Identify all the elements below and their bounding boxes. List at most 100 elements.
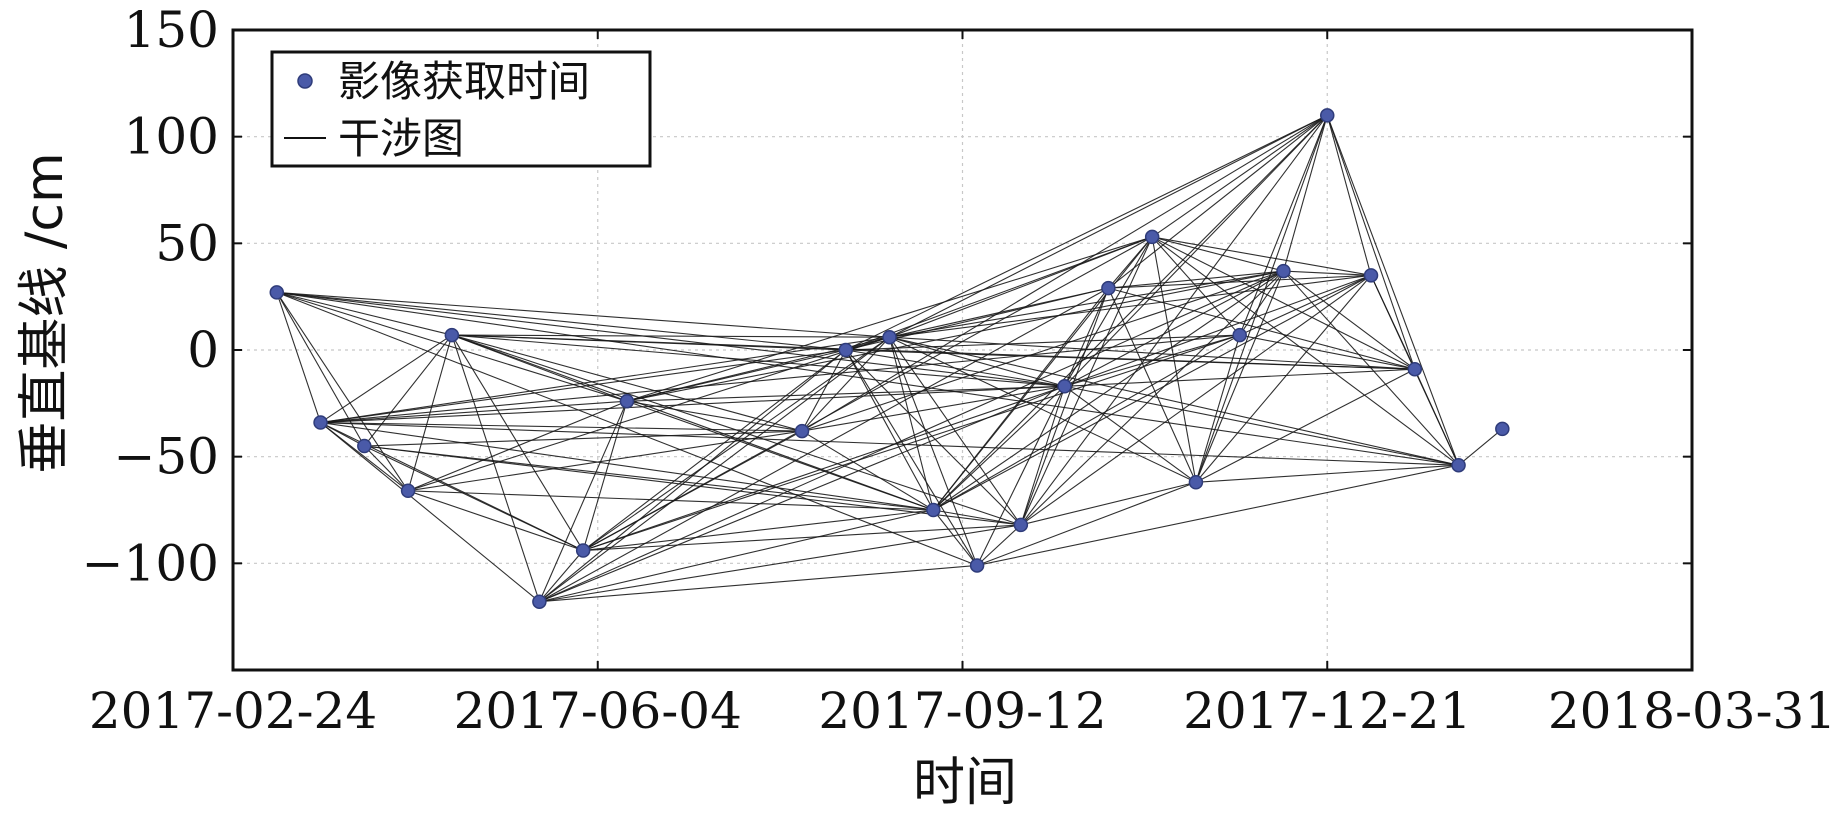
interferogram-line bbox=[1239, 334, 1415, 370]
interferogram-line bbox=[1326, 115, 1460, 466]
y-tick-label: −50 bbox=[113, 428, 219, 486]
interferogram-line bbox=[451, 334, 890, 338]
interferogram-line bbox=[1151, 236, 1241, 336]
x-tick-label: 2017-09-12 bbox=[818, 682, 1106, 740]
interferogram-line bbox=[276, 291, 628, 402]
interferogram-line bbox=[1326, 115, 1416, 370]
acquisition-point bbox=[1495, 421, 1510, 437]
interferogram-line bbox=[1064, 114, 1328, 387]
interferogram-line bbox=[976, 524, 1022, 566]
interferogram-line bbox=[1064, 270, 1284, 387]
interferogram-line bbox=[539, 270, 1284, 603]
interferogram-line bbox=[320, 421, 1459, 466]
y-tick-label: 100 bbox=[124, 108, 219, 166]
acquisition-point bbox=[794, 423, 810, 439]
interferogram-line bbox=[976, 464, 1459, 567]
interferogram-line bbox=[1195, 115, 1328, 483]
acquisition-point bbox=[838, 342, 854, 358]
interferogram-line bbox=[539, 385, 1065, 603]
interferogram-line bbox=[1151, 114, 1328, 238]
interferogram-line bbox=[407, 490, 584, 552]
interferogram-line bbox=[539, 564, 978, 603]
interferogram-line bbox=[626, 400, 803, 432]
interferogram-line bbox=[451, 334, 934, 511]
interferogram-line bbox=[889, 336, 1459, 466]
interferogram-line bbox=[1064, 385, 1459, 466]
acquisition-point bbox=[400, 483, 416, 499]
interferogram-line bbox=[889, 336, 1022, 526]
interferogram-line bbox=[1108, 114, 1328, 289]
interferogram-line bbox=[1020, 386, 1066, 526]
x-tick-label: 2017-06-04 bbox=[454, 682, 742, 740]
interferogram-line bbox=[1151, 236, 1197, 483]
interferogram-line bbox=[276, 291, 1065, 387]
interferogram-line bbox=[582, 385, 1065, 552]
interferogram-line bbox=[845, 114, 1328, 351]
interferogram-line bbox=[1020, 287, 1109, 526]
acquisition-point bbox=[1451, 457, 1466, 473]
acquisition-point bbox=[1276, 263, 1291, 279]
acquisition-points bbox=[269, 108, 1510, 609]
interferogram-line bbox=[626, 385, 1065, 402]
interferogram-line bbox=[976, 481, 1197, 566]
interferogram-line bbox=[1151, 236, 1459, 466]
y-tick-label: −100 bbox=[82, 534, 219, 592]
legend: 影像获取时间 干涉图 bbox=[270, 50, 652, 168]
interferogram-line bbox=[320, 334, 453, 423]
acquisition-point bbox=[969, 558, 985, 573]
interferogram-line bbox=[801, 349, 847, 432]
interferogram-line bbox=[407, 430, 803, 492]
interferogram-line bbox=[1107, 236, 1153, 289]
x-axis-title: 时间 bbox=[913, 753, 1017, 813]
x-tick-label: 2017-02-24 bbox=[89, 682, 377, 740]
interferogram-line bbox=[1064, 287, 1109, 387]
y-tick-label: 0 bbox=[187, 321, 219, 379]
y-axis-title: 垂直基线 /cm bbox=[15, 152, 75, 473]
interferogram-line bbox=[1152, 236, 1284, 272]
interferogram-line bbox=[1020, 236, 1153, 526]
acquisition-point bbox=[619, 393, 635, 409]
interferogram-line bbox=[932, 509, 978, 566]
interferogram-line bbox=[1020, 274, 1372, 526]
interferogram-line bbox=[538, 550, 584, 603]
interferogram-line bbox=[889, 337, 934, 511]
interferogram-line bbox=[539, 287, 1109, 603]
interferogram-line bbox=[801, 385, 1065, 432]
interferogram-line bbox=[276, 291, 1459, 466]
acquisition-point bbox=[532, 594, 547, 609]
legend-box bbox=[270, 50, 652, 168]
interferogram-line bbox=[538, 400, 628, 602]
interferogram-line bbox=[1152, 236, 1372, 276]
interferogram-line bbox=[801, 336, 890, 432]
interferogram-line bbox=[933, 270, 1284, 511]
interferogram-line bbox=[1195, 274, 1372, 483]
interferogram-line bbox=[1195, 464, 1459, 483]
interferogram-line bbox=[1283, 270, 1459, 466]
interferogram-line bbox=[583, 509, 934, 552]
interferogram-line bbox=[539, 509, 934, 603]
acquisition-point bbox=[575, 543, 591, 558]
interferogram-line bbox=[932, 385, 1066, 511]
interferogram-line bbox=[451, 334, 803, 432]
y-tick-label: 150 bbox=[124, 1, 219, 59]
interferogram-line bbox=[320, 336, 890, 424]
interferogram-line bbox=[320, 421, 803, 432]
interferogram-line bbox=[1107, 287, 1197, 483]
acquisition-point bbox=[1407, 361, 1423, 377]
interferogram-line bbox=[451, 334, 584, 551]
interferogram-line bbox=[407, 336, 890, 492]
interferogram-line bbox=[889, 236, 1153, 338]
interferogram-line bbox=[539, 524, 1021, 603]
interferogram-line bbox=[1283, 270, 1416, 370]
interferogram-lines bbox=[276, 114, 1503, 603]
interferogram-line bbox=[976, 386, 1066, 566]
interferogram-line bbox=[276, 291, 890, 338]
x-tick-label: 2018-03-31 bbox=[1548, 682, 1836, 740]
interferogram-line bbox=[1239, 274, 1372, 336]
interferogram-line bbox=[363, 334, 453, 447]
interferogram-line bbox=[889, 336, 1197, 483]
interferogram-line bbox=[320, 422, 540, 603]
interferogram-line bbox=[1020, 481, 1197, 526]
interferogram-line bbox=[1414, 368, 1460, 466]
interferogram-line bbox=[845, 349, 1415, 370]
